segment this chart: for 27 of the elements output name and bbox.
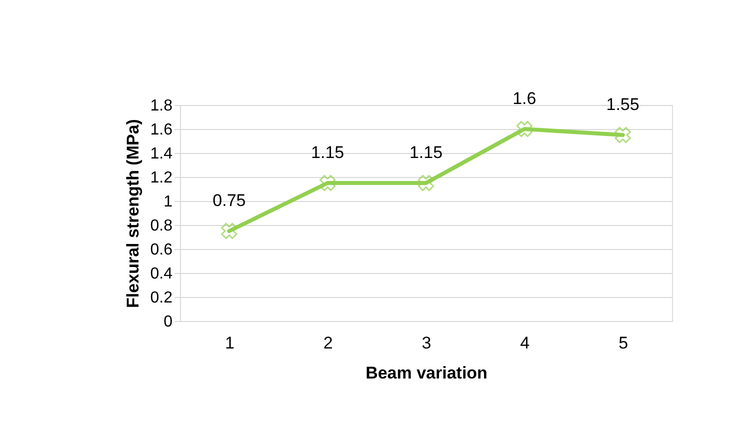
point [516,120,532,138]
x-tick-label: 4 [520,334,530,352]
y-axis-title: Flexural strength (MPa) [123,119,142,308]
x-axis-title: Beam variation [366,364,488,382]
point [221,222,238,240]
y-tick-label: 0.4 [150,266,173,282]
y-tick-label: 0.6 [150,242,173,258]
data-label: 1.55 [606,95,640,114]
point [418,174,434,192]
x-tick-label: 1 [224,334,234,352]
point [614,126,631,144]
y-tick-label: 1.8 [150,98,173,114]
point [320,174,336,192]
y-tick-label: 1.6 [150,122,173,138]
x-tick-label: 2 [323,334,333,352]
data-label: 1.15 [409,143,443,162]
x-tick-label: 3 [422,334,432,352]
data-label: 1.6 [512,89,536,108]
data-label: 1.15 [311,143,344,162]
y-tick-label: 1.4 [150,146,173,162]
y-tick-label: 0.8 [150,218,173,234]
data-label: 0.75 [212,191,246,210]
y-tick-label: 0.2 [150,290,173,306]
y-tick-label: 0 [164,314,173,330]
x-tick-label: 5 [618,334,628,352]
y-tick-label: 1 [164,194,173,210]
y-tick-label: 1.2 [150,170,173,186]
